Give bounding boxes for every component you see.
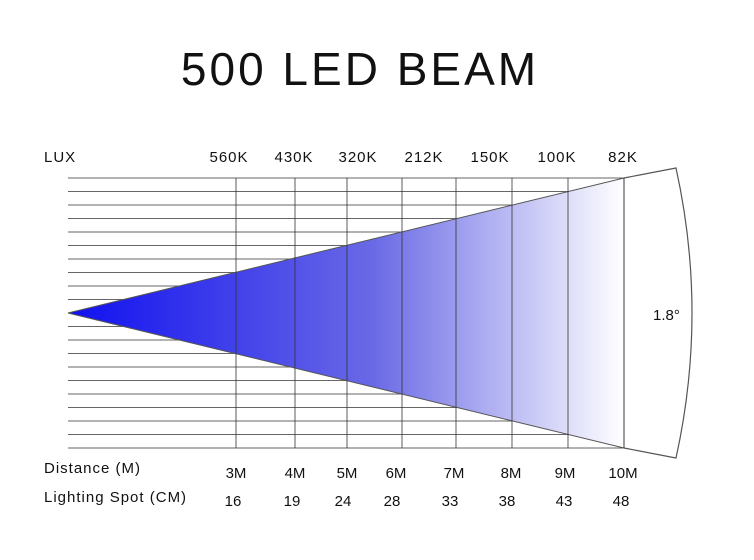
distance-value: 3M: [225, 465, 247, 482]
spot-value: 24: [334, 493, 352, 510]
distance-value: 7M: [443, 465, 465, 482]
lux-value: 212K: [404, 149, 444, 166]
lux-value: 150K: [470, 149, 510, 166]
page-title: 500 LED BEAM: [180, 43, 540, 95]
distance-value: 4M: [284, 465, 306, 482]
distance-value: 5M: [336, 465, 358, 482]
spot-value: 38: [498, 493, 516, 510]
lux-label: LUX: [44, 149, 77, 166]
beam-angle-label: 1.8°: [653, 307, 680, 324]
lux-value: 82K: [608, 149, 638, 166]
distance-label: Distance (M): [44, 460, 142, 477]
spot-value: 19: [283, 493, 301, 510]
spot-value: 48: [612, 493, 630, 510]
distance-value: 6M: [385, 465, 407, 482]
distance-divisions: [235, 178, 625, 448]
distance-value: 10M: [608, 465, 638, 482]
lux-value: 560K: [209, 149, 249, 166]
lux-value: 100K: [537, 149, 577, 166]
distance-value: 8M: [500, 465, 522, 482]
lighting-spot-label: Lighting Spot (CM): [44, 489, 188, 506]
spot-value: 16: [224, 493, 242, 510]
spot-value: 28: [383, 493, 401, 510]
lux-value: 320K: [338, 149, 378, 166]
lux-value: 430K: [274, 149, 314, 166]
distance-value: 9M: [554, 465, 576, 482]
spot-value: 33: [441, 493, 459, 510]
spot-value: 43: [555, 493, 573, 510]
beam-arc: [623, 167, 693, 459]
